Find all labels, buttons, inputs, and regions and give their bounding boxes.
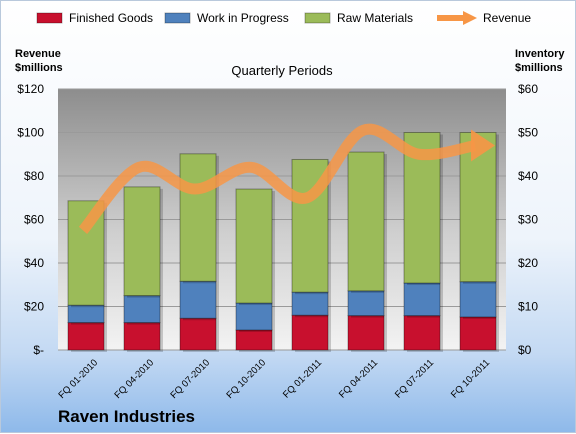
category-label: FQ 01-2011: [281, 357, 324, 400]
left-axis-title-line2: $millions: [15, 62, 63, 74]
right-axis-title-line2: $millions: [515, 62, 563, 74]
legend-arrow-revenue: [463, 11, 477, 25]
chart-title: Quarterly Periods: [231, 63, 333, 78]
category-label: FQ 04-2010: [112, 357, 156, 401]
right-tick-label: $30: [518, 213, 538, 227]
right-tick-label: $50: [518, 126, 538, 140]
bar-segment-work-in-progress: [236, 303, 272, 330]
legend-label: Revenue: [483, 11, 531, 25]
bar-segment-work-in-progress: [180, 281, 216, 318]
bar-segment-work-in-progress: [124, 296, 160, 323]
bar-segment-finished-goods: [348, 316, 384, 350]
category-label: FQ 10-2011: [449, 357, 492, 400]
bar-segment-finished-goods: [404, 316, 440, 350]
left-tick-label: $60: [24, 213, 44, 227]
category-label: FQ 01-2010: [56, 357, 100, 401]
legend-swatch: [165, 13, 190, 23]
right-tick-label: $0: [518, 343, 532, 357]
category-label: FQ 04-2011: [337, 357, 380, 400]
right-tick-label: $40: [518, 169, 538, 183]
category-label: FQ 07-2010: [168, 357, 212, 401]
right-axis-title-line1: Inventory: [515, 48, 565, 60]
left-tick-label: $100: [17, 126, 44, 140]
legend-swatch: [37, 13, 62, 23]
bar-segment-finished-goods: [68, 323, 104, 350]
left-tick-label: $-: [33, 343, 44, 357]
category-label: FQ 07-2011: [393, 357, 436, 400]
bar-segment-work-in-progress: [460, 282, 496, 317]
left-tick-label: $120: [17, 82, 44, 96]
bar-segment-finished-goods: [180, 318, 216, 350]
bar-segment-work-in-progress: [68, 305, 104, 322]
legend-label: Raw Materials: [337, 11, 413, 25]
right-tick-label: $60: [518, 82, 538, 96]
left-tick-label: $80: [24, 169, 44, 183]
bar-segment-finished-goods: [292, 315, 328, 350]
bar-segment-raw-materials: [180, 154, 216, 281]
bar-segment-finished-goods: [124, 323, 160, 350]
bar-segment-raw-materials: [236, 189, 272, 303]
bar-segment-work-in-progress: [348, 291, 384, 316]
right-tick-label: $20: [518, 256, 538, 270]
legend-label: Finished Goods: [69, 11, 153, 25]
left-axis-title-line1: Revenue: [15, 48, 61, 60]
bar-segment-finished-goods: [236, 330, 272, 350]
left-tick-label: $20: [24, 300, 44, 314]
bar-segment-raw-materials: [348, 152, 384, 291]
bar-segment-raw-materials: [124, 187, 160, 296]
bar-segment-work-in-progress: [404, 283, 440, 316]
right-tick-label: $10: [518, 300, 538, 314]
left-tick-label: $40: [24, 256, 44, 270]
category-label: FQ 10-2010: [224, 357, 268, 401]
bar-segment-work-in-progress: [292, 292, 328, 315]
legend-swatch: [305, 13, 330, 23]
company-name: Raven Industries: [58, 407, 195, 426]
bar-segment-finished-goods: [460, 317, 496, 350]
legend-label: Work in Progress: [197, 11, 289, 25]
